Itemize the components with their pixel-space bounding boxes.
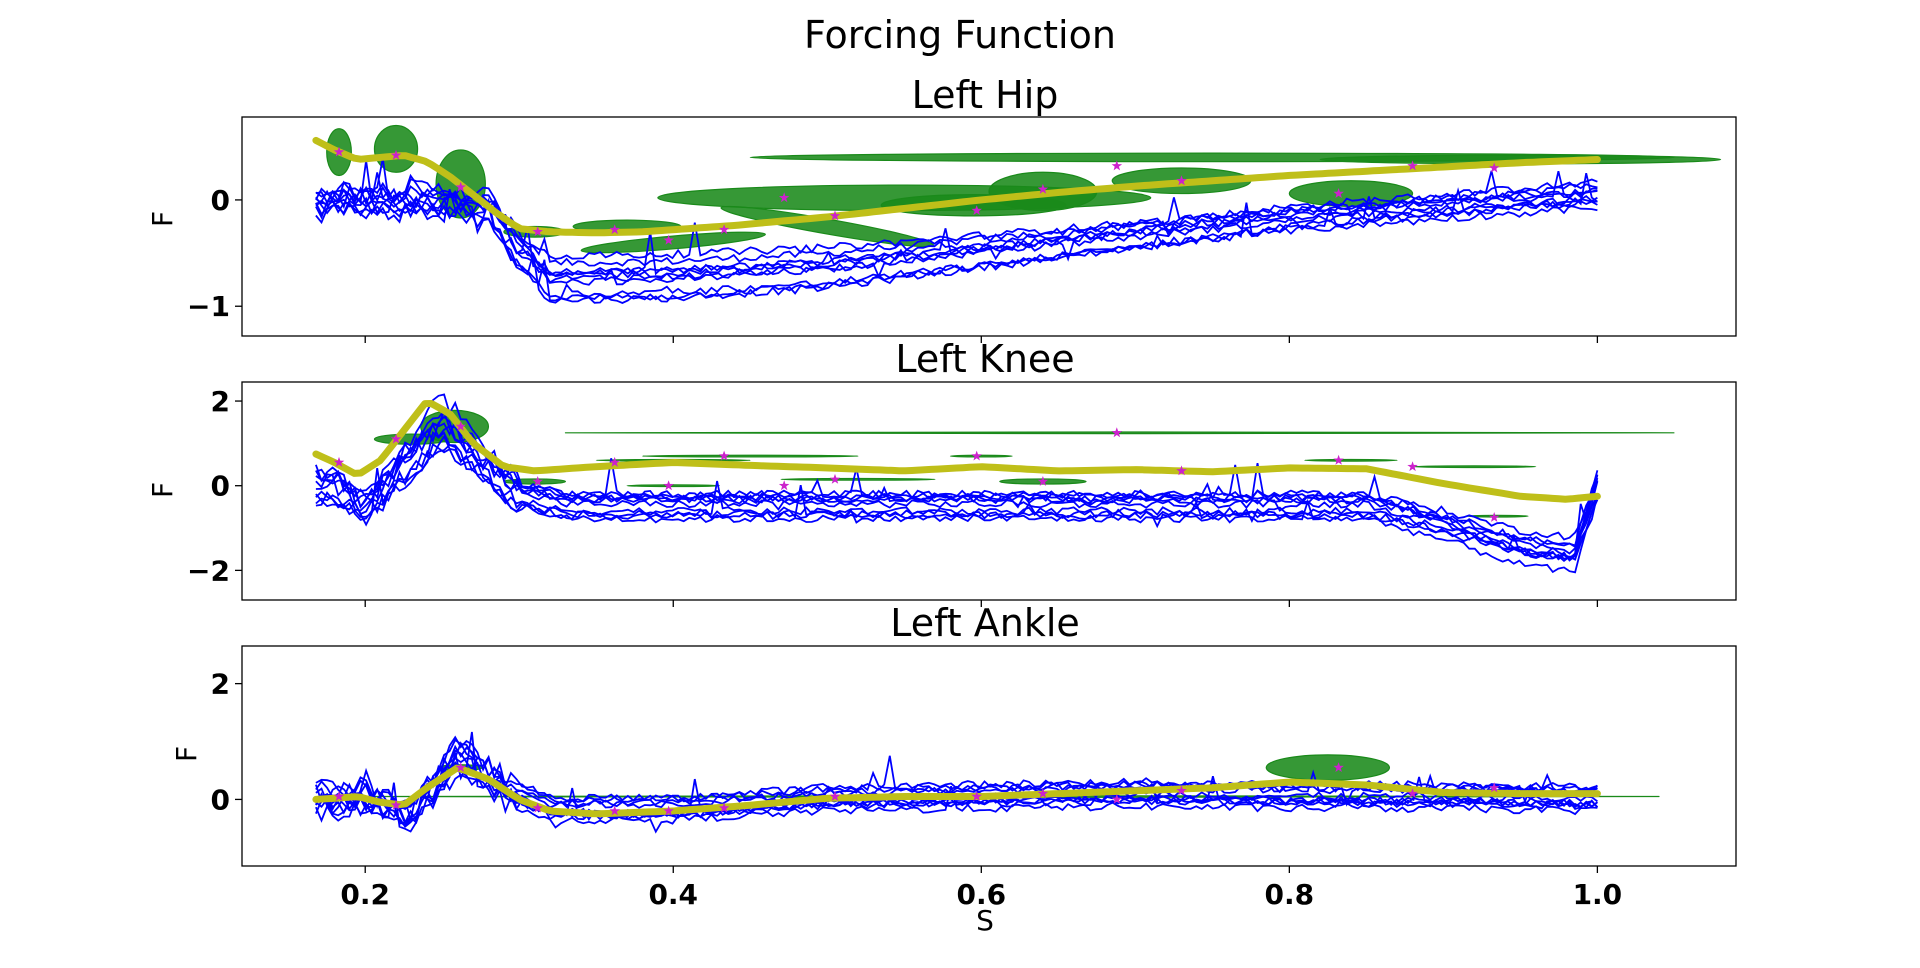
panel-title: Left Ankle [890, 601, 1080, 645]
y-tick-label: 2 [211, 668, 230, 701]
basis-center-star [971, 451, 982, 461]
panel-left-hip: Left Hip F −1 0 [146, 73, 1736, 343]
covariance-ellipse [627, 485, 719, 487]
axes-frame [242, 117, 1736, 336]
covariance-ellipse [1413, 466, 1536, 468]
plot-area [316, 732, 1659, 832]
x-tick-label: 0.8 [1265, 878, 1315, 911]
basis-center-star [1112, 427, 1123, 437]
plot-area [316, 395, 1674, 573]
axes-frame [242, 646, 1736, 866]
figure-suptitle: Forcing Function [804, 13, 1116, 57]
panel-left-knee: Left Knee F −2 0 2 [146, 337, 1736, 607]
covariance-ellipse [1305, 459, 1397, 461]
covariance-ellipse [950, 455, 1012, 457]
panel-title: Left Knee [895, 337, 1074, 381]
y-tick-label: 0 [211, 783, 230, 816]
covariance-ellipse [642, 455, 858, 457]
y-axis-label: F [170, 746, 203, 762]
demo-trace-line [316, 422, 1598, 554]
y-tick-label: −2 [187, 554, 230, 587]
panel-title: Left Hip [912, 73, 1059, 117]
basis-center-star [1489, 512, 1499, 522]
y-axis-label: F [146, 211, 179, 227]
x-tick-label: 0.2 [340, 878, 390, 911]
covariance-ellipse [1266, 755, 1389, 780]
y-tick-label: 2 [211, 385, 230, 418]
y-tick-label: 0 [211, 184, 230, 217]
y-tick-label: 0 [211, 470, 230, 503]
x-tick-label: 1.0 [1573, 878, 1623, 911]
panel-left-ankle: Left Ankle F 0 2 0.2 0.4 0.6 0.8 1.0 [170, 601, 1736, 911]
x-tick-label: 0.4 [648, 878, 698, 911]
y-axis-label: F [146, 482, 179, 498]
basis-center-star [779, 480, 790, 490]
x-axis-label: S [976, 904, 994, 937]
plot-area [316, 126, 1721, 303]
mean-forcing-line [316, 404, 1598, 500]
basis-center-star [719, 451, 729, 461]
y-tick-label: −1 [187, 290, 230, 323]
